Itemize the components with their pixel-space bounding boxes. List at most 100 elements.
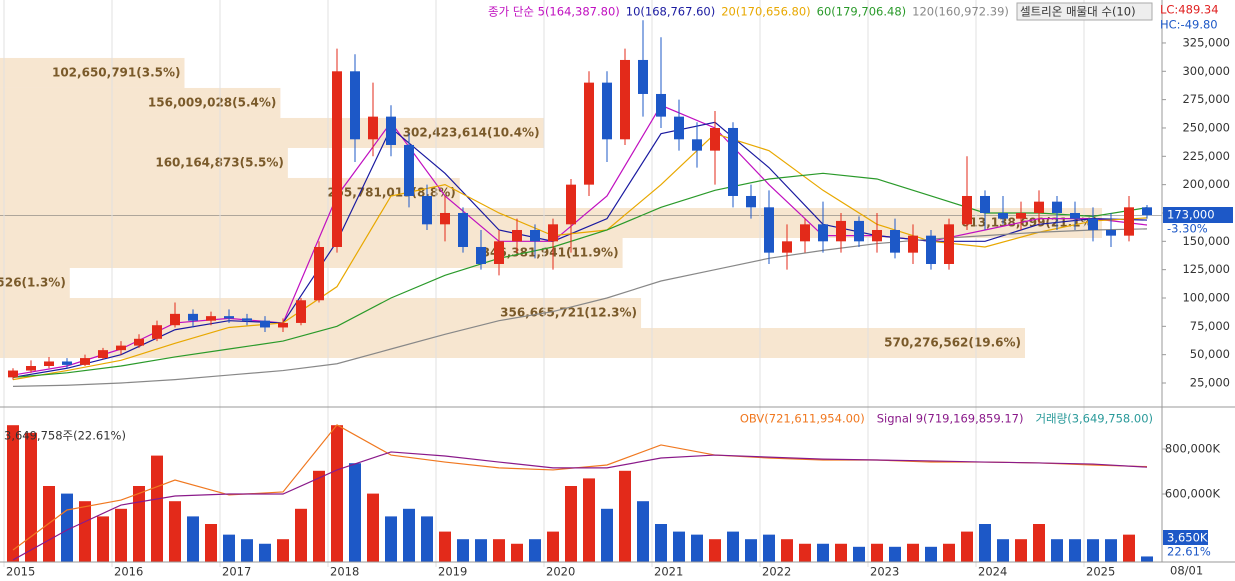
- volume-bar: [1051, 539, 1063, 562]
- candle-body: [170, 313, 180, 326]
- candle-body: [692, 139, 702, 151]
- volume-bar: [7, 425, 19, 562]
- candle-body: [26, 366, 36, 371]
- volume-bar: [547, 531, 559, 562]
- volume-bar: [1123, 534, 1135, 562]
- candle-body: [152, 325, 162, 339]
- candle-body: [332, 71, 342, 247]
- candle-body: [872, 229, 882, 242]
- volume-bar: [925, 546, 937, 562]
- ma-legend: 20(170,656.80): [721, 5, 810, 19]
- volume-profile-label: 38,833,526(1.3%): [0, 275, 66, 289]
- volume-bar: [25, 432, 37, 562]
- volume-profile-bar: [0, 117, 544, 148]
- volume-bar: [493, 539, 505, 562]
- volume-bar: [817, 543, 829, 562]
- candle-body: [134, 338, 144, 346]
- volume-bar: [799, 543, 811, 562]
- volume-bar: [169, 501, 181, 562]
- lc-label: LC:489.34: [1160, 3, 1219, 17]
- volume-badge: [1163, 530, 1208, 545]
- candle-body: [98, 350, 108, 359]
- legend-box[interactable]: [1016, 2, 1153, 21]
- volume-bar: [313, 470, 325, 562]
- price-badge: [1163, 207, 1233, 223]
- volume-bar: [889, 546, 901, 562]
- y-tick-label: 325,000: [1182, 35, 1230, 49]
- volume-bar: [673, 531, 685, 562]
- volume-bar: [619, 470, 631, 562]
- volume-badge-text: 3,650K: [1167, 531, 1208, 545]
- volume-bar: [961, 531, 973, 562]
- volume-bar: [367, 493, 379, 562]
- candle-body: [980, 195, 990, 213]
- candle-body: [656, 93, 666, 117]
- candle-body: [602, 82, 612, 140]
- volume-bar: [583, 478, 595, 562]
- candle-body: [476, 246, 486, 264]
- volume-profile-bar: [0, 237, 623, 268]
- volume-bar: [1015, 539, 1027, 562]
- hc-label: HC:-49.80: [1160, 18, 1218, 32]
- volume-bar: [295, 508, 307, 562]
- ma-legend: 종가 단순 5(164,387.80): [488, 5, 620, 19]
- ma-legend: 10(168,767.60): [626, 5, 715, 19]
- candle-body: [854, 220, 864, 242]
- candle-body: [44, 361, 54, 367]
- ma-line: [12, 104, 1148, 376]
- x-tick-label: 2022: [762, 565, 791, 579]
- obv-line: [12, 451, 1148, 561]
- candle-body: [782, 241, 792, 253]
- candle-body: [584, 82, 594, 185]
- ma-line: [12, 228, 1148, 388]
- candle-body: [350, 71, 360, 140]
- x-tick-label: 2023: [870, 565, 899, 579]
- y-tick-label: 250,000: [1182, 120, 1230, 134]
- candle-body: [368, 116, 378, 140]
- candle-body: [296, 300, 306, 323]
- ma-line: [12, 121, 1148, 378]
- candle-body: [1088, 218, 1098, 230]
- volume-profile-bar: [0, 328, 1025, 359]
- candle-body: [908, 235, 918, 253]
- volume-bar: [1087, 539, 1099, 562]
- volume-bar: [421, 516, 433, 562]
- volume-bar: [133, 486, 145, 562]
- x-tick-label: 2015: [6, 565, 35, 579]
- volume-bar: [691, 534, 703, 562]
- volume-profile-label: 570,276,562(19.6%): [884, 336, 1021, 350]
- x-tick-label: 2025: [1086, 565, 1115, 579]
- last-price: 173,000: [1167, 208, 1215, 222]
- volume-bar: [151, 455, 163, 562]
- volume-bar: [529, 539, 541, 562]
- volume-bar: [979, 524, 991, 562]
- candle-body: [818, 224, 828, 242]
- volume-bar: [1069, 539, 1081, 562]
- x-tick-label: 2016: [114, 565, 143, 579]
- volume-legend: Signal 9(719,169,859.17): [877, 412, 1024, 426]
- volume-bar: [205, 524, 217, 562]
- volume-bar: [385, 516, 397, 562]
- volume-bar: [835, 543, 847, 562]
- candle-body: [206, 316, 216, 321]
- candle-body: [890, 229, 900, 253]
- obv-tick-label: 600,000K: [1165, 487, 1221, 501]
- candle-body: [116, 345, 126, 351]
- candle-body: [278, 322, 288, 328]
- volume-bar: [511, 543, 523, 562]
- volume-bar: [781, 539, 793, 562]
- volume-legend: OBV(721,611,954.00): [740, 412, 865, 426]
- volume-bar: [907, 543, 919, 562]
- candle-body: [566, 184, 576, 225]
- candle-body: [242, 318, 252, 321]
- last-change: -3.30%: [1167, 222, 1208, 236]
- volume-pct: 22.61%: [1167, 545, 1211, 559]
- volume-bar: [439, 531, 451, 562]
- volume-bar: [745, 539, 757, 562]
- volume-profile-bar: [0, 297, 642, 329]
- x-tick-label: 2018: [330, 565, 359, 579]
- volume-bar: [115, 508, 127, 562]
- volume-bar: [1105, 539, 1117, 562]
- candle-body: [998, 212, 1008, 219]
- candle-body: [80, 358, 90, 365]
